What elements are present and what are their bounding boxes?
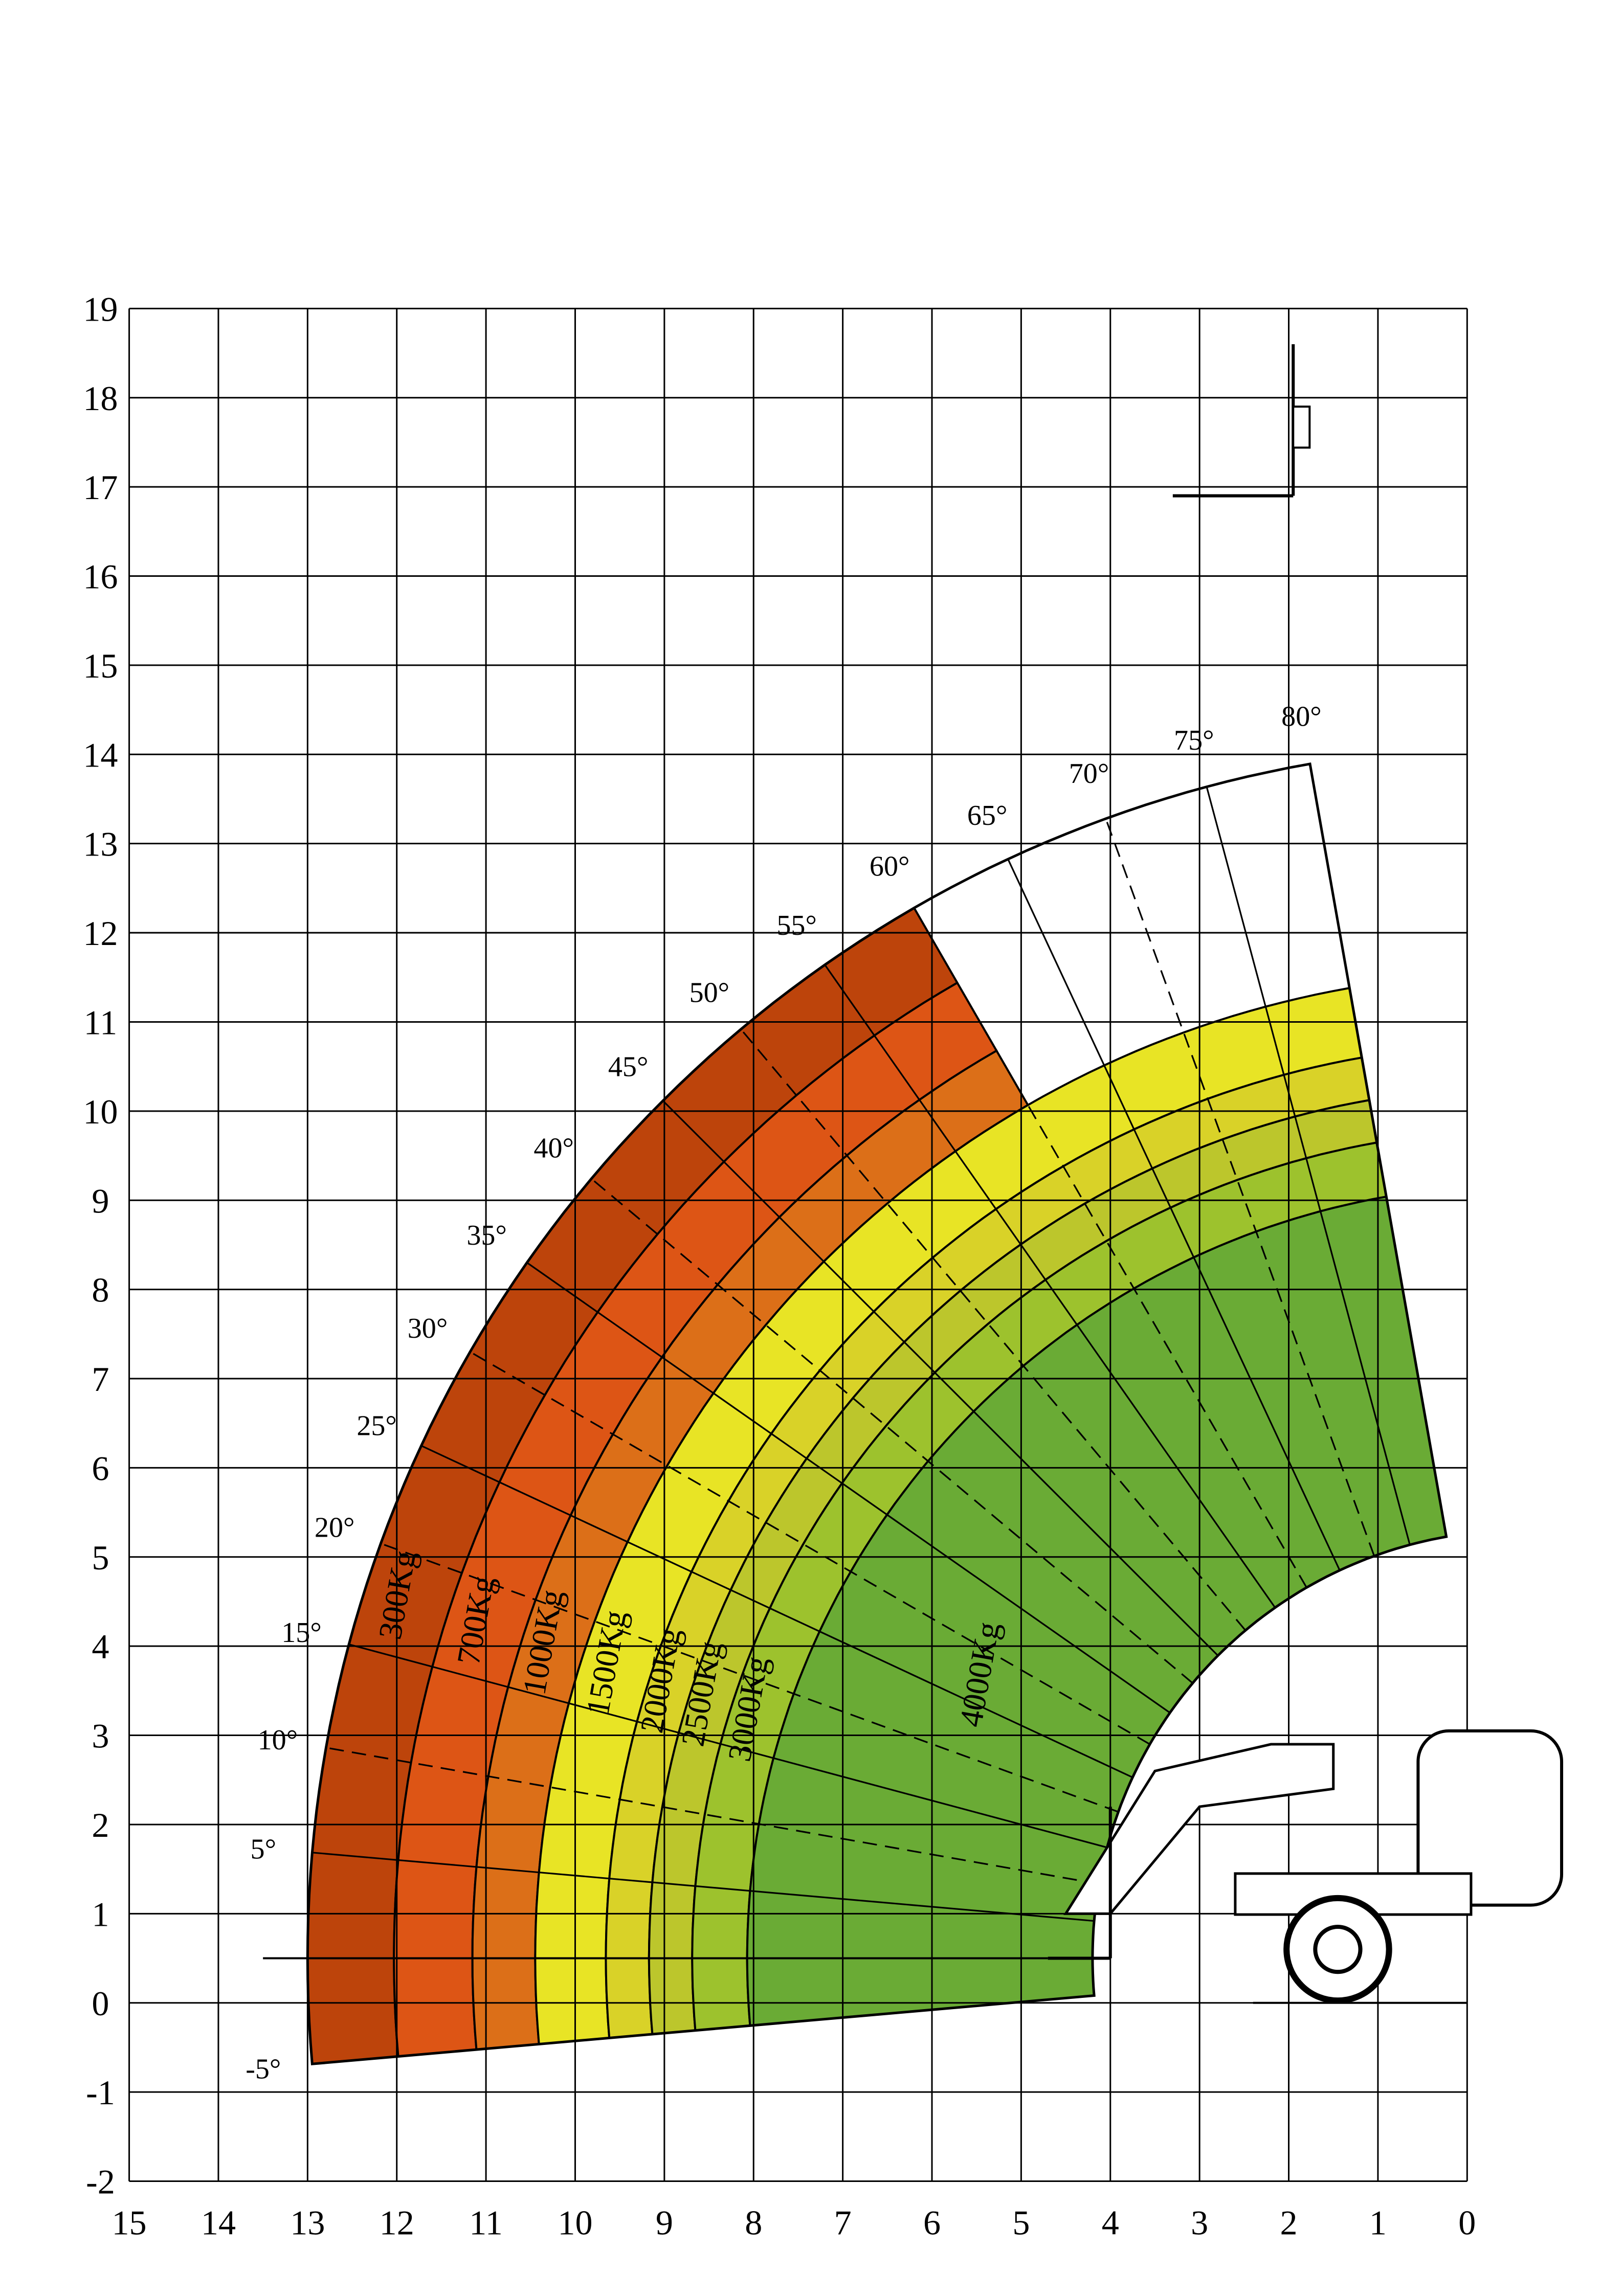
angle-ray [348,1644,1107,1849]
y-tick-label: 4 [92,1627,109,1666]
y-tick-label: 7 [92,1360,109,1399]
y-tick-label: 2 [92,1806,109,1844]
y-tick-label: 3 [92,1717,109,1755]
y-tick-label: 15 [83,646,118,685]
angle-label: 60° [870,851,910,883]
angle-label: 75° [1174,725,1214,756]
angle-ray [913,907,1307,1588]
angle-label: 30° [408,1313,448,1344]
angle-ray [312,1852,1095,1922]
angle-label: -5° [246,2054,281,2085]
x-tick-label: 11 [469,2203,503,2242]
angle-label: 20° [315,1512,355,1544]
angle-ray [1206,786,1411,1545]
y-tick-label: 11 [84,1003,118,1042]
y-tick-label: 1 [92,1895,109,1933]
x-tick-label: 4 [1102,2203,1119,2242]
x-tick-label: 15 [112,2203,146,2242]
angle-label: 25° [357,1410,397,1442]
angle-ray [526,1262,1171,1714]
y-tick-label: 14 [83,735,118,774]
x-tick-label: 5 [1012,2203,1030,2242]
y-tick-label: -1 [86,2073,115,2112]
y-tick-label: 6 [92,1449,109,1488]
angle-ray [1007,859,1341,1571]
angle-label: 55° [776,910,817,941]
angle-ray [824,964,1276,1608]
y-tick-label: 8 [92,1271,109,1310]
angle-ray [420,1445,1133,1779]
angle-label: 70° [1069,758,1109,790]
angle-ray [470,1351,1150,1745]
y-tick-label: 12 [83,914,118,953]
angle-label: 15° [281,1617,322,1649]
x-tick-label: 7 [834,2203,852,2242]
x-tick-label: 0 [1458,2203,1476,2242]
angle-label: 5° [251,1834,276,1865]
x-tick-label: 1 [1369,2203,1387,2242]
x-tick-label: 3 [1191,2203,1208,2242]
angle-ray [326,1747,1099,1885]
x-tick-label: 6 [923,2203,941,2242]
x-tick-label: 2 [1280,2203,1298,2242]
angle-label: 65° [967,800,1008,831]
angle-ray [662,1100,1219,1656]
y-tick-label: 9 [92,1181,109,1220]
y-tick-label: 13 [83,825,118,864]
angle-label: 45° [608,1051,649,1083]
y-tick-label: 17 [83,468,118,507]
y-tick-label: 10 [83,1092,118,1131]
angle-label: 35° [466,1220,507,1251]
x-tick-label: 10 [558,2203,592,2242]
y-tick-label: 19 [83,289,118,328]
angle-ray [591,1178,1193,1684]
fork-icon [1172,344,1311,498]
telehandler-icon [1048,1729,1564,2004]
y-tick-label: 0 [92,1984,109,2023]
x-tick-label: 9 [656,2203,673,2242]
x-tick-label: 8 [745,2203,762,2242]
angle-label: 50° [689,977,730,1008]
y-tick-label: -2 [86,2163,115,2201]
y-tick-label: 18 [83,379,118,418]
angle-ray [740,1028,1247,1631]
x-tick-label: 14 [201,2203,236,2242]
angle-label: 80° [1281,701,1322,732]
angle-ray [1105,818,1375,1557]
angle-label: 40° [533,1132,574,1164]
y-tick-label: 5 [92,1538,109,1577]
x-tick-label: 12 [380,2203,414,2242]
y-tick-label: 16 [83,557,118,596]
x-tick-label: 13 [290,2203,325,2242]
angle-label: 10° [258,1724,298,1756]
envelope-outline [306,762,1448,2065]
